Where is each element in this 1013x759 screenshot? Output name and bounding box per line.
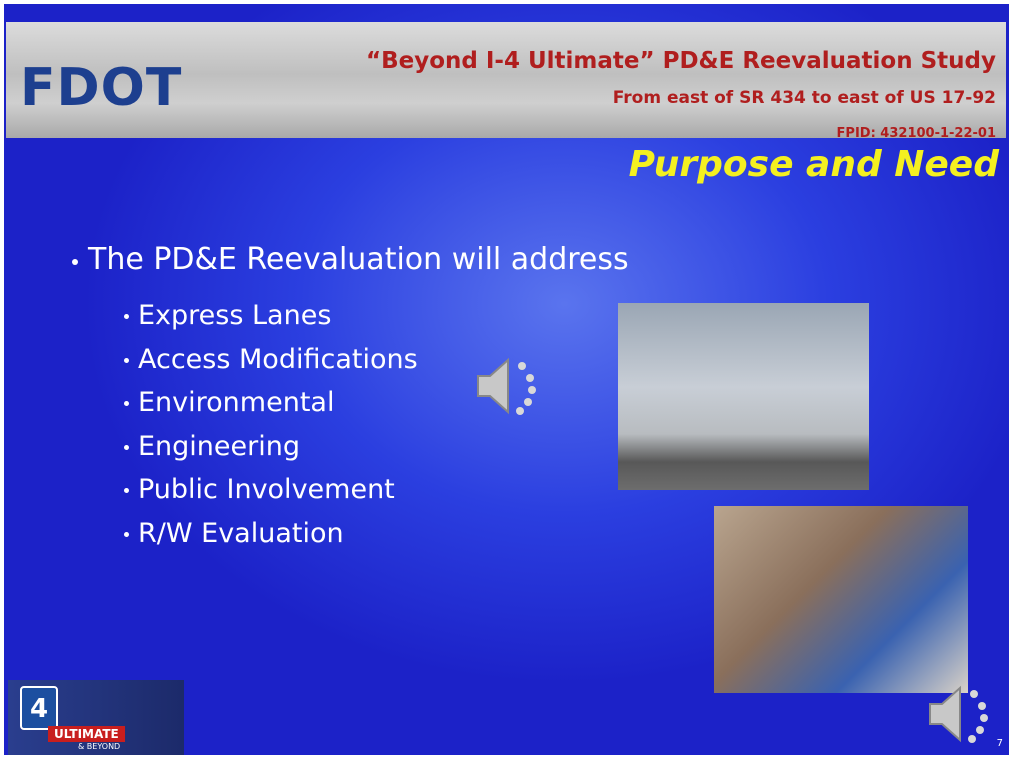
- slide-heading: Purpose and Need: [629, 144, 999, 185]
- bullet-item: R/W Evaluation: [138, 514, 418, 558]
- photo-public-meeting: [714, 506, 968, 693]
- header-fpid: FPID: 432100-1-22-01: [837, 126, 996, 141]
- logo: FDOT: [20, 58, 182, 118]
- logo-tagline: & BEYOND: [78, 742, 120, 751]
- bullet-item: Access Modifications: [138, 340, 418, 384]
- page: FDOT “Beyond I-4 Ultimate” PD&E Reevalua…: [0, 0, 1013, 759]
- header-banner: FDOT “Beyond I-4 Ultimate” PD&E Reevalua…: [6, 22, 1006, 138]
- footer-logo: 4 ULTIMATE & BEYOND: [8, 680, 184, 755]
- audio-icon[interactable]: [474, 356, 544, 416]
- bullet-item: Environmental: [138, 383, 418, 427]
- page-number: 7: [997, 738, 1003, 749]
- slide: FDOT “Beyond I-4 Ultimate” PD&E Reevalua…: [4, 4, 1009, 755]
- logo-word: ULTIMATE: [48, 726, 125, 742]
- lead-bullet: The PD&E Reevaluation will address: [88, 242, 629, 277]
- header-title: “Beyond I-4 Ultimate” PD&E Reevaluation …: [366, 48, 996, 74]
- photo-highway-sign: [618, 303, 869, 490]
- bullet-item: Engineering: [138, 427, 418, 471]
- bullet-item: Express Lanes: [138, 296, 418, 340]
- audio-icon[interactable]: [926, 684, 996, 744]
- header-subtitle: From east of SR 434 to east of US 17-92: [613, 88, 996, 108]
- logo-number: 4: [20, 686, 58, 730]
- bullet-item: Public Involvement: [138, 470, 418, 514]
